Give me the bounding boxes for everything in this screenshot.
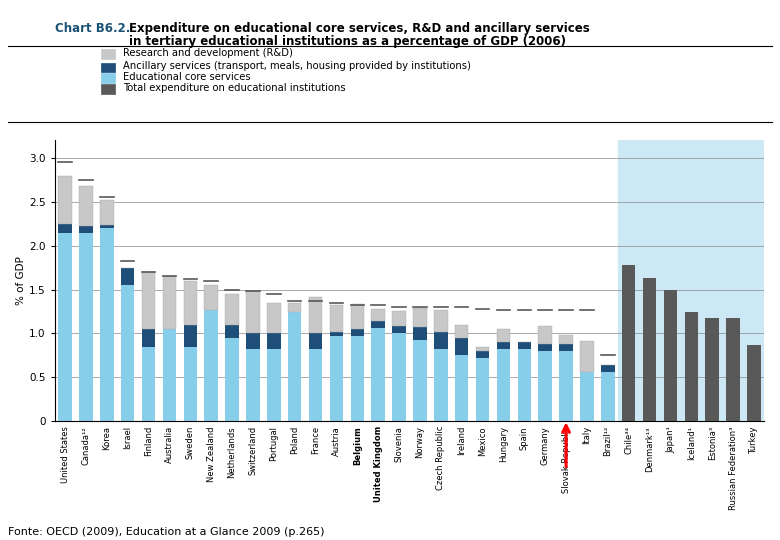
Text: Ancillary services (transport, meals, housing provided by institutions): Ancillary services (transport, meals, ho… [123, 62, 471, 71]
Bar [121, 285, 134, 421]
Bar [371, 309, 385, 321]
Bar [58, 176, 72, 224]
Bar [225, 325, 239, 338]
Bar [413, 341, 427, 421]
Bar [664, 289, 677, 421]
Bar [601, 372, 615, 421]
Bar [288, 312, 301, 421]
Bar [601, 365, 615, 372]
Bar [413, 308, 427, 327]
Bar [413, 327, 427, 341]
Bar [705, 318, 719, 421]
Text: Expenditure on educational core services, R&D and ancillary services: Expenditure on educational core services… [129, 22, 590, 35]
Bar [350, 336, 364, 421]
Bar [747, 345, 760, 421]
Bar [726, 318, 740, 421]
Bar [392, 326, 406, 333]
Bar [288, 303, 301, 312]
Bar [392, 333, 406, 421]
Bar [330, 306, 343, 332]
Bar [350, 305, 364, 329]
Bar [455, 338, 469, 355]
Bar [559, 351, 573, 421]
Bar [225, 294, 239, 325]
Bar [246, 292, 260, 333]
Bar [79, 186, 93, 226]
Bar [455, 355, 469, 421]
Bar [163, 329, 176, 421]
Bar [580, 372, 594, 421]
Bar [497, 342, 510, 349]
Bar [246, 333, 260, 349]
Bar [685, 312, 698, 421]
Text: Fonte: OECD (2009), Education at a Glance 2009 (p.265): Fonte: OECD (2009), Education at a Glanc… [8, 527, 324, 537]
Bar [455, 325, 469, 338]
Bar [538, 326, 552, 344]
Bar [476, 358, 489, 421]
Bar [622, 265, 636, 421]
Bar [142, 329, 155, 347]
Bar [142, 272, 155, 329]
Bar [267, 303, 281, 333]
Text: Total expenditure on educational institutions: Total expenditure on educational institu… [123, 83, 346, 93]
Bar [538, 351, 552, 421]
Bar [58, 233, 72, 421]
Bar [163, 276, 176, 329]
Bar [267, 349, 281, 421]
Bar [559, 335, 573, 344]
Text: Research and development (R&D): Research and development (R&D) [123, 48, 293, 58]
Bar [142, 347, 155, 421]
Bar [225, 338, 239, 421]
Bar [619, 140, 764, 421]
Bar [518, 349, 531, 421]
Y-axis label: % of GDP: % of GDP [16, 256, 27, 305]
Bar [100, 225, 114, 228]
Bar [121, 268, 134, 285]
Bar [79, 226, 93, 233]
Bar [580, 341, 594, 372]
Bar [392, 310, 406, 326]
Bar [204, 285, 218, 310]
Text: in tertiary educational institutions as a percentage of GDP (2006): in tertiary educational institutions as … [129, 35, 566, 48]
Bar [497, 349, 510, 421]
Bar [497, 329, 510, 342]
Bar [538, 344, 552, 351]
Bar [309, 333, 322, 349]
Text: Chart B6.2.: Chart B6.2. [55, 22, 130, 35]
Bar [183, 281, 197, 325]
Bar [434, 349, 448, 421]
Bar [559, 344, 573, 351]
Bar [204, 310, 218, 421]
Bar [267, 333, 281, 349]
Bar [371, 328, 385, 421]
Bar [518, 342, 531, 349]
Bar [309, 349, 322, 421]
Bar [309, 296, 322, 333]
Bar [79, 233, 93, 421]
Bar [330, 336, 343, 421]
Bar [100, 228, 114, 421]
Text: Educational core services: Educational core services [123, 72, 251, 82]
Bar [371, 321, 385, 328]
Bar [246, 349, 260, 421]
Bar [330, 332, 343, 336]
Bar [100, 200, 114, 225]
Bar [476, 351, 489, 358]
Bar [476, 347, 489, 351]
Bar [183, 347, 197, 421]
Bar [183, 325, 197, 347]
Bar [350, 329, 364, 336]
Bar [643, 278, 656, 421]
Bar [434, 332, 448, 349]
Bar [434, 310, 448, 332]
Bar [58, 224, 72, 233]
